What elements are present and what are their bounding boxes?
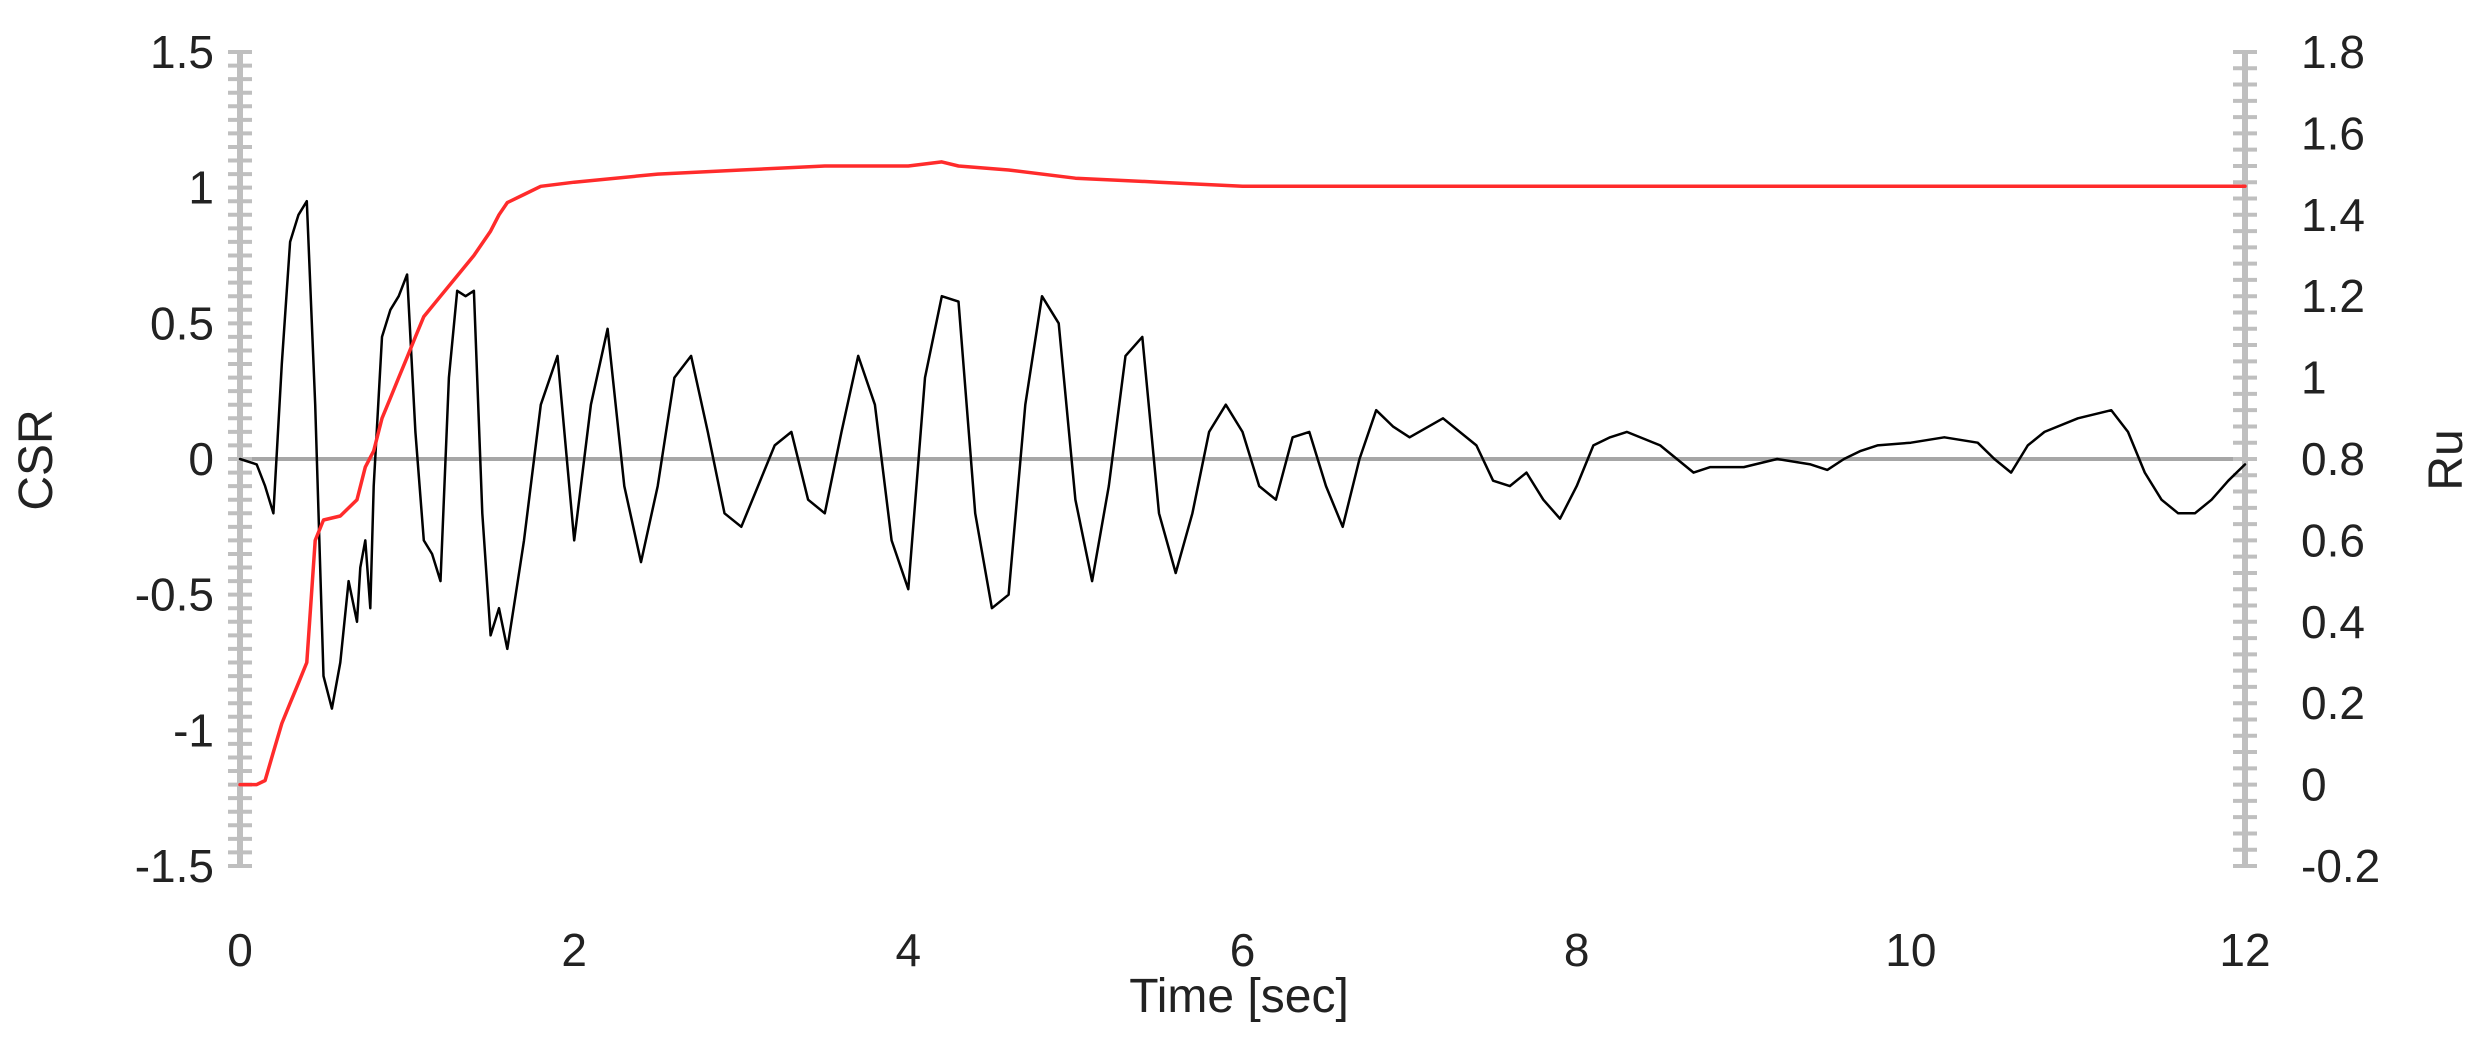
y2-tick-label: -0.2 — [2301, 840, 2380, 892]
x-tick-label: 10 — [1885, 924, 1936, 976]
x-tick-label: 12 — [2219, 924, 2270, 976]
y2-tick-label: 1.2 — [2301, 270, 2365, 322]
y2-tick-label: 1.4 — [2301, 189, 2365, 241]
series-group — [238, 160, 2247, 787]
x-tick-label: 4 — [896, 924, 922, 976]
csr-series-line — [238, 199, 2247, 710]
y-tick-label: -0.5 — [135, 569, 214, 621]
y2-tick-label: 1.8 — [2301, 26, 2365, 78]
y2-tick-label: 0.2 — [2301, 677, 2365, 729]
y2-tick-label: 0.6 — [2301, 514, 2365, 566]
y-axis-left: -1.5 -1 -0.5 0 0.5 1 1.5 — [135, 26, 252, 892]
x-tick-label: 2 — [561, 924, 587, 976]
ru-series-line — [238, 160, 2247, 787]
y-tick-label: 0.5 — [150, 297, 214, 349]
y-axis-left-title: CSR — [10, 409, 63, 510]
y2-tick-label: 0.8 — [2301, 433, 2365, 485]
y-tick-label: 1 — [188, 162, 214, 214]
x-tick-label: 0 — [227, 924, 253, 976]
y-axis-right-title: Ru — [2420, 429, 2473, 490]
y2-tick-label: 1 — [2301, 352, 2327, 404]
x-axis-title: Time [sec] — [1129, 970, 1349, 1023]
y-tick-label: 0 — [188, 433, 214, 485]
y2-tick-label: 0 — [2301, 759, 2327, 811]
x-tick-label: 6 — [1230, 924, 1256, 976]
y-tick-label: -1.5 — [135, 840, 214, 892]
y2-tick-label: 1.6 — [2301, 107, 2365, 159]
y-tick-label: -1 — [173, 704, 214, 756]
y-tick-label: 1.5 — [150, 26, 214, 78]
x-axis: 0 2 4 6 8 10 12 — [227, 924, 2270, 976]
y-axis-right: -0.2 0 0.2 0.4 0.6 0.8 1 1.2 1.4 1.6 1.8 — [2233, 26, 2380, 892]
x-tick-label: 8 — [1564, 924, 1590, 976]
y2-tick-label: 0.4 — [2301, 596, 2365, 648]
